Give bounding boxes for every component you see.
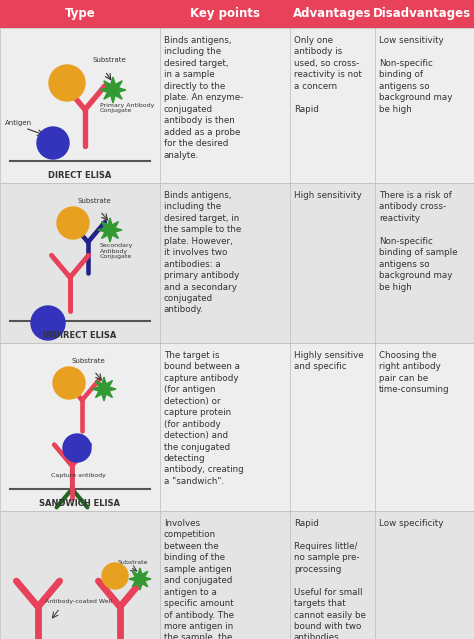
- Polygon shape: [92, 377, 116, 401]
- Bar: [0, 183, 474, 343]
- Text: Highly sensitive
and specific: Highly sensitive and specific: [294, 351, 364, 371]
- Circle shape: [37, 127, 69, 159]
- Polygon shape: [100, 77, 126, 103]
- Bar: [0, 511, 474, 639]
- Text: Involves
competition
between the
binding of the
sample antigen
and conjugated
an: Involves competition between the binding…: [164, 519, 241, 639]
- Circle shape: [53, 367, 85, 399]
- Text: Antibody-coated Well: Antibody-coated Well: [46, 599, 112, 603]
- Circle shape: [57, 207, 89, 239]
- Text: Substrate: Substrate: [93, 57, 127, 63]
- Text: High sensitivity: High sensitivity: [294, 191, 362, 200]
- Text: Only one
antibody is
used, so cross-
reactivity is not
a concern

Rapid: Only one antibody is used, so cross- rea…: [294, 36, 362, 114]
- Text: Substrate: Substrate: [72, 358, 106, 364]
- Polygon shape: [98, 218, 122, 242]
- Text: Antigen: Antigen: [5, 120, 32, 126]
- Text: Low sensitivity

Non-specific
binding of
antigens so
background may
be high: Low sensitivity Non-specific binding of …: [379, 36, 452, 114]
- Text: INDIRECT ELISA: INDIRECT ELISA: [43, 330, 117, 339]
- Text: DIRECT ELISA: DIRECT ELISA: [48, 171, 112, 180]
- Text: Choosing the
right antibody
pair can be
time-consuming: Choosing the right antibody pair can be …: [379, 351, 450, 394]
- Text: Secondary
Antibody
Conjugate: Secondary Antibody Conjugate: [100, 243, 133, 259]
- Text: Substrate: Substrate: [78, 198, 112, 204]
- Bar: [0, 0, 474, 28]
- Text: Low specificity: Low specificity: [379, 519, 443, 528]
- Text: Rapid

Requires little/
no sample pre-
processing

Useful for small
targets that: Rapid Requires little/ no sample pre- pr…: [294, 519, 366, 639]
- Text: Capture antibody: Capture antibody: [51, 473, 105, 479]
- Text: SANDWICH ELISA: SANDWICH ELISA: [39, 498, 120, 507]
- Text: Type: Type: [64, 8, 95, 20]
- Text: Binds antigens,
including the
desired target, in
the sample to the
plate. Howeve: Binds antigens, including the desired ta…: [164, 191, 241, 314]
- Text: Disadvantages: Disadvantages: [373, 8, 471, 20]
- Text: Advantages: Advantages: [293, 8, 371, 20]
- Circle shape: [31, 306, 65, 340]
- Polygon shape: [129, 568, 151, 590]
- Text: Binds antigens,
including the
desired target,
in a sample
directly to the
plate.: Binds antigens, including the desired ta…: [164, 36, 243, 160]
- Text: Primary Antibody
Conjugate: Primary Antibody Conjugate: [100, 103, 155, 113]
- Text: Key points: Key points: [190, 8, 260, 20]
- Text: The target is
bound between a
capture antibody
(for antigen
detection) or
captur: The target is bound between a capture an…: [164, 351, 244, 486]
- Circle shape: [102, 563, 128, 589]
- Text: Substrate: Substrate: [118, 560, 148, 566]
- Bar: [0, 343, 474, 511]
- Text: There is a risk of
antibody cross-
reactivity

Non-specific
binding of sample
an: There is a risk of antibody cross- react…: [379, 191, 457, 291]
- Bar: [0, 28, 474, 183]
- Circle shape: [63, 434, 91, 462]
- Circle shape: [49, 65, 85, 101]
